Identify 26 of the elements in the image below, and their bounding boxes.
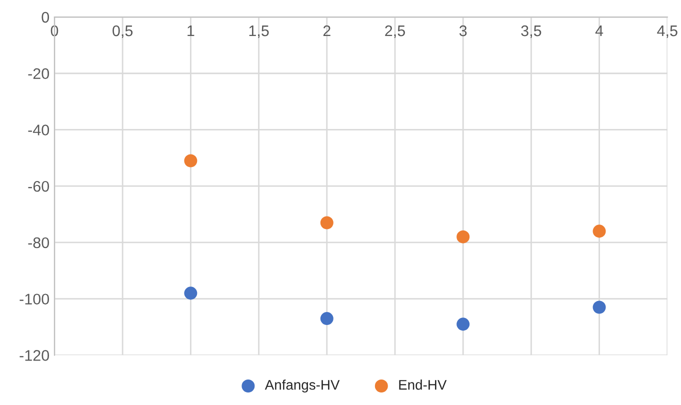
point bbox=[320, 216, 334, 230]
x-tick-label: 0,5 bbox=[112, 25, 133, 38]
x-tick-label: 2 bbox=[323, 25, 330, 36]
point bbox=[184, 154, 198, 168]
x-tick-label: 2,5 bbox=[385, 25, 405, 38]
y-tick-label: -40 bbox=[28, 124, 50, 136]
y-tick-label: -60 bbox=[28, 180, 50, 192]
point bbox=[456, 230, 470, 244]
x-tick-label: 4 bbox=[595, 26, 604, 36]
point bbox=[320, 312, 334, 326]
point bbox=[592, 300, 606, 314]
x-tick-label: 1,5 bbox=[249, 26, 269, 38]
x-tick-label: 1 bbox=[188, 26, 194, 36]
legend-label: Anfangs-HV bbox=[264, 380, 340, 392]
legend-label: End-HV bbox=[399, 380, 447, 390]
y-tick-label: -120 bbox=[20, 350, 50, 361]
point bbox=[184, 286, 198, 300]
y-tick-label: -100 bbox=[20, 294, 50, 305]
y-tick-label: -80 bbox=[28, 237, 50, 248]
point bbox=[592, 224, 606, 238]
x-tick-label: 3 bbox=[459, 25, 467, 36]
point bbox=[456, 318, 470, 331]
y-tick-label: 0 bbox=[42, 12, 50, 23]
x-tick-label: 4,5 bbox=[657, 26, 678, 38]
x-tick-label: 3,5 bbox=[521, 25, 542, 38]
y-tick-label: -20 bbox=[28, 68, 50, 80]
